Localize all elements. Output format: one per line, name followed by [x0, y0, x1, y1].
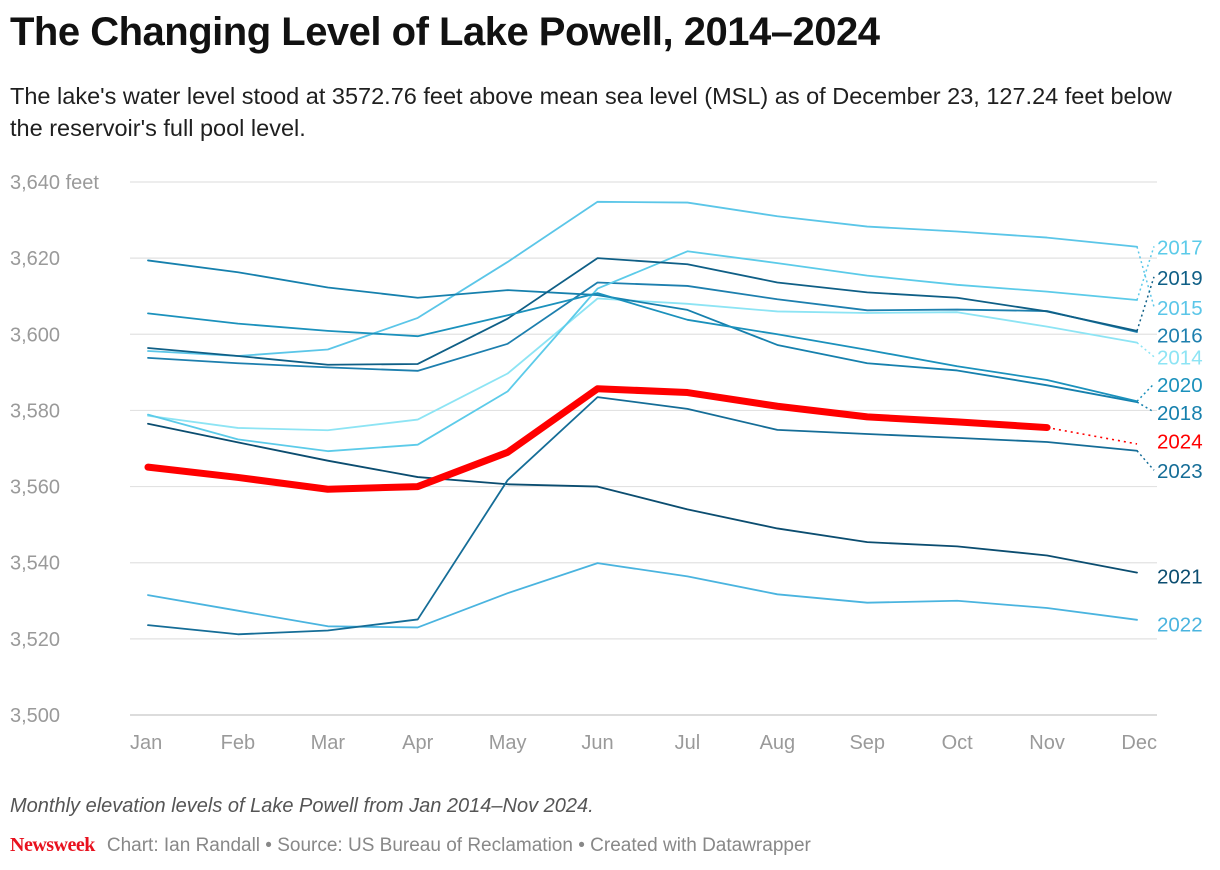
y-axis-ticks: 3,500 3,520 3,540 3,560 3,580 3,600 3,620 3,640… — [10, 172, 99, 727]
series-line-2015[interactable] — [147, 200, 1138, 357]
chart-subtitle: The lake's water level stood at 3572.76 … — [10, 83, 1172, 141]
x-tick-label-may: May — [489, 732, 527, 754]
series-label-2019: 2019 — [1157, 267, 1203, 290]
y-tick-label-3500: 3,500 — [10, 705, 60, 727]
x-tick-label-dec: Dec — [1121, 732, 1157, 754]
y-tick-label-3640: 3,640 feet — [10, 172, 99, 194]
label-leader-2015 — [1136, 246, 1155, 308]
series-line-2023[interactable] — [147, 396, 1138, 636]
x-tick-label-mar: Mar — [311, 732, 346, 754]
x-tick-label-jun: Jun — [581, 732, 613, 754]
series-line-2024[interactable] — [144, 385, 1051, 493]
series-labels: 2014 2015 2016 2017 2018 2019 2020 2021 2022 2023… — [1136, 236, 1203, 637]
label-leader-2017 — [1136, 246, 1155, 301]
series-label-2016: 2016 — [1157, 324, 1203, 347]
x-tick-label-nov: Nov — [1029, 732, 1065, 754]
series-lines — [144, 200, 1138, 636]
series-label-2024: 2024 — [1157, 431, 1203, 454]
series-line-2018[interactable] — [147, 259, 1138, 403]
series-label-2018: 2018 — [1157, 402, 1203, 425]
series-label-2020: 2020 — [1157, 374, 1203, 397]
x-tick-label-aug: Aug — [760, 732, 796, 754]
x-tick-label-sep: Sep — [849, 732, 885, 754]
x-tick-label-feb: Feb — [221, 732, 255, 754]
x-axis-ticks: Jan Feb Mar Apr May Jun Jul Aug Sep Oct Nov Dec — [130, 732, 1157, 754]
series-label-2017: 2017 — [1157, 236, 1203, 259]
label-leader-2019 — [1136, 276, 1155, 332]
y-tick-label-3620: 3,620 — [10, 248, 60, 270]
lake-powell-line-chart: 3,500 3,520 3,540 3,560 3,580 3,600 3,620 3,640… — [10, 172, 1203, 754]
y-tick-label-3560: 3,560 — [10, 477, 60, 499]
label-leader-2020 — [1136, 383, 1155, 402]
chart-note: Monthly elevation levels of Lake Powell … — [10, 795, 594, 817]
series-label-2014: 2014 — [1157, 347, 1203, 370]
series-line-2021[interactable] — [147, 422, 1138, 574]
series-label-2022: 2022 — [1157, 614, 1203, 637]
chart-title: The Changing Level of Lake Powell, 2014–… — [10, 10, 880, 54]
series-line-2019[interactable] — [147, 257, 1138, 366]
series-line-2022[interactable] — [147, 562, 1138, 629]
chart-credits: Chart: Ian Randall • Source: US Bureau o… — [106, 835, 811, 856]
x-tick-label-jul: Jul — [675, 732, 701, 754]
series-label-2023: 2023 — [1157, 460, 1203, 483]
label-leader-2023 — [1136, 450, 1155, 471]
y-tick-label-3580: 3,580 — [10, 400, 60, 422]
newsweek-logo[interactable]: Newsweek — [10, 834, 95, 856]
series-projection-2024 — [1046, 426, 1138, 445]
x-tick-label-jan: Jan — [130, 732, 162, 754]
series-line-2014[interactable] — [147, 297, 1138, 432]
y-tick-label-3520: 3,520 — [10, 629, 60, 651]
y-tick-label-3600: 3,600 — [10, 324, 60, 346]
x-tick-label-apr: Apr — [402, 732, 433, 754]
chart-footer: Newsweek Chart: Ian Randall • Source: US … — [10, 834, 811, 857]
series-label-2015: 2015 — [1157, 297, 1203, 320]
x-tick-label-oct: Oct — [942, 732, 974, 754]
grid-lines — [130, 181, 1157, 716]
y-tick-label-3540: 3,540 — [10, 553, 60, 575]
label-leader-2018 — [1136, 401, 1155, 413]
series-line-2017[interactable] — [147, 250, 1138, 453]
series-line-2020[interactable] — [147, 292, 1138, 403]
label-leader-2014 — [1136, 342, 1155, 358]
series-label-2021: 2021 — [1157, 566, 1203, 589]
series-line-2016[interactable] — [147, 281, 1138, 372]
